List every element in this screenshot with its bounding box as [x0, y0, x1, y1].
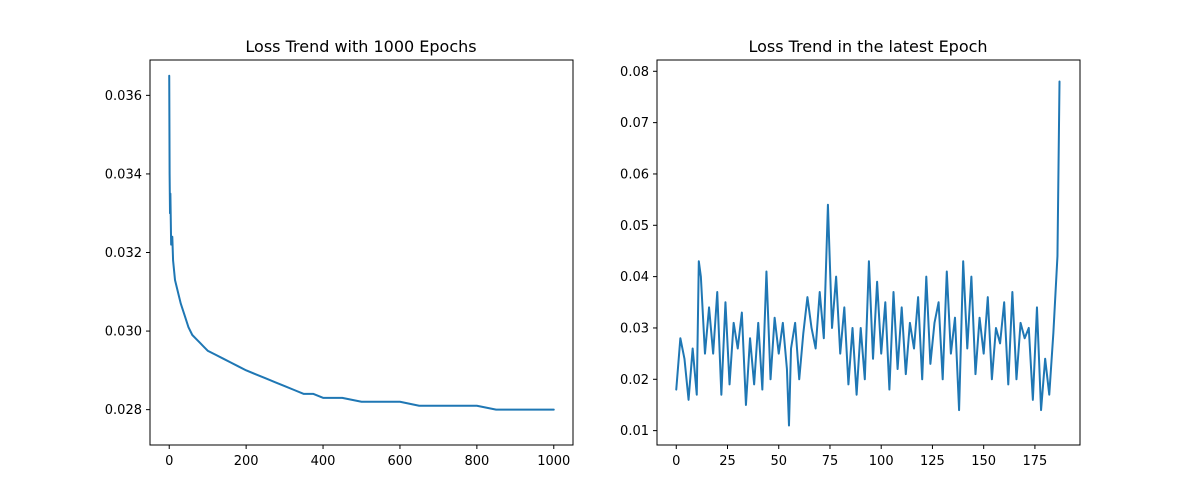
- y-tick-label: 0.04: [620, 270, 649, 285]
- x-tick-label: 100: [869, 454, 894, 469]
- axes-frame: [656, 59, 1081, 446]
- x-tick-label: 25: [719, 454, 736, 469]
- y-tick-label: 0.08: [620, 65, 649, 80]
- y-tick-label: 0.02: [620, 373, 649, 388]
- chart-title: Loss Trend with 1000 Epochs: [245, 37, 476, 56]
- x-tick-label: 150: [971, 454, 996, 469]
- x-tick-label: 400: [311, 454, 336, 469]
- y-tick-label: 0.032: [105, 246, 142, 261]
- y-tick-label: 0.01: [620, 424, 649, 439]
- x-tick-label: 125: [920, 454, 945, 469]
- y-tick-label: 0.034: [105, 167, 142, 182]
- x-tick-label: 75: [822, 454, 839, 469]
- chart-loss-latest-epoch: Loss Trend in the latest Epoch 0 25 50 75 10…: [620, 37, 1081, 469]
- x-tick-label: 50: [770, 454, 787, 469]
- chart-title: Loss Trend in the latest Epoch: [748, 37, 987, 56]
- y-tick-label: 0.036: [105, 89, 142, 104]
- x-tick-label: 175: [1022, 454, 1047, 469]
- x-tick-label: 1000: [537, 454, 570, 469]
- x-tick-label: 0: [672, 454, 680, 469]
- x-tick-label: 200: [234, 454, 259, 469]
- x-tick-label: 600: [388, 454, 413, 469]
- y-tick-label: 0.07: [620, 116, 649, 131]
- x-tick-label: 800: [464, 454, 489, 469]
- chart-loss-1000-epochs: Loss Trend with 1000 Epochs 0 200 400 600 80…: [105, 37, 574, 469]
- y-tick-label: 0.028: [105, 403, 142, 418]
- x-tick-label: 0: [165, 454, 173, 469]
- series-line: [675, 80, 1061, 427]
- y-tick-label: 0.03: [620, 321, 649, 336]
- y-tick-label: 0.030: [105, 325, 142, 340]
- axes-frame: [149, 59, 574, 446]
- y-tick-label: 0.06: [620, 167, 649, 182]
- series-line: [168, 74, 555, 411]
- y-tick-label: 0.05: [620, 219, 649, 234]
